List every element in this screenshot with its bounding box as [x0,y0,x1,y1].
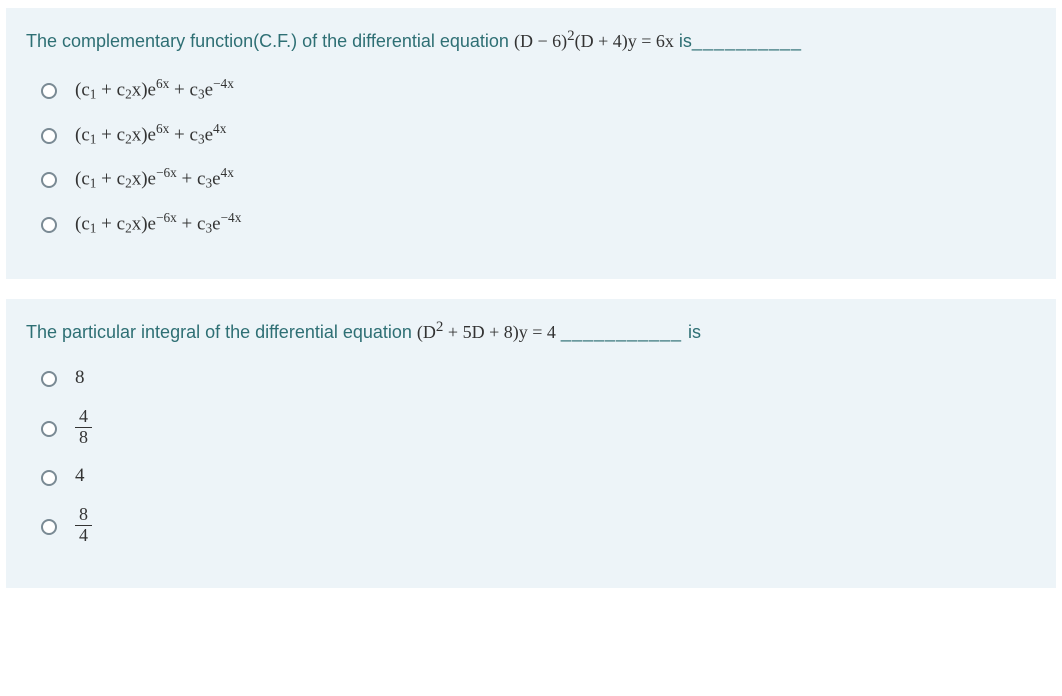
q2-option-4-num: 8 [75,505,92,526]
q1-blank: __________ [692,31,802,51]
q2-radio-1[interactable] [41,371,57,387]
q1-equation: (D − 6)2(D + 4)y = 6x [514,31,674,51]
q2-equation: (D2 + 5D + 8)y = 4 [417,322,556,342]
q2-radio-2[interactable] [41,421,57,437]
q1-option-2-label: (c1 + c2x)e6x + c3e4x [75,121,226,148]
q2-option-1: 8 [36,367,1036,389]
q2-option-2-label: 4 8 [75,407,92,448]
q2-blank: ___________ [561,322,688,342]
q1-option-3-label: (c1 + c2x)e−6x + c3e4x [75,165,234,192]
q2-prompt-after: is [688,322,701,342]
q2-option-4-label: 8 4 [75,505,92,546]
q1-option-4: (c1 + c2x)e−6x + c3e−4x [36,210,1036,237]
q1-radio-4[interactable] [41,217,57,233]
q1-prompt-after: is [679,31,692,51]
q2-radio-3[interactable] [41,470,57,486]
q2-option-3-label: 4 [75,465,85,487]
q2-option-2-num: 4 [75,407,92,428]
q1-radio-2[interactable] [41,128,57,144]
q1-option-2: (c1 + c2x)e6x + c3e4x [36,121,1036,148]
question-2-text: The particular integral of the different… [26,317,1036,345]
q1-option-4-label: (c1 + c2x)e−6x + c3e−4x [75,210,241,237]
q2-option-2: 4 8 [36,407,1036,448]
q1-option-3: (c1 + c2x)e−6x + c3e4x [36,165,1036,192]
q2-option-4: 8 4 [36,505,1036,546]
q2-option-1-label: 8 [75,367,85,389]
question-1: The complementary function(C.F.) of the … [6,8,1056,279]
q1-options: (c1 + c2x)e6x + c3e−4x (c1 + c2x)e6x + c… [26,76,1036,237]
q2-option-4-den: 4 [75,526,92,546]
q1-option-1: (c1 + c2x)e6x + c3e−4x [36,76,1036,103]
question-2: The particular integral of the different… [6,299,1056,588]
q1-radio-1[interactable] [41,83,57,99]
question-1-text: The complementary function(C.F.) of the … [26,26,1036,54]
q2-option-2-den: 8 [75,428,92,448]
q2-option-3: 4 [36,465,1036,487]
q2-prompt-before: The particular integral of the different… [26,322,417,342]
q1-prompt-before: The complementary function(C.F.) of the … [26,31,509,51]
q1-option-1-label: (c1 + c2x)e6x + c3e−4x [75,76,234,103]
q1-radio-3[interactable] [41,172,57,188]
q2-radio-4[interactable] [41,519,57,535]
q2-options: 8 4 8 4 8 4 [26,367,1036,546]
